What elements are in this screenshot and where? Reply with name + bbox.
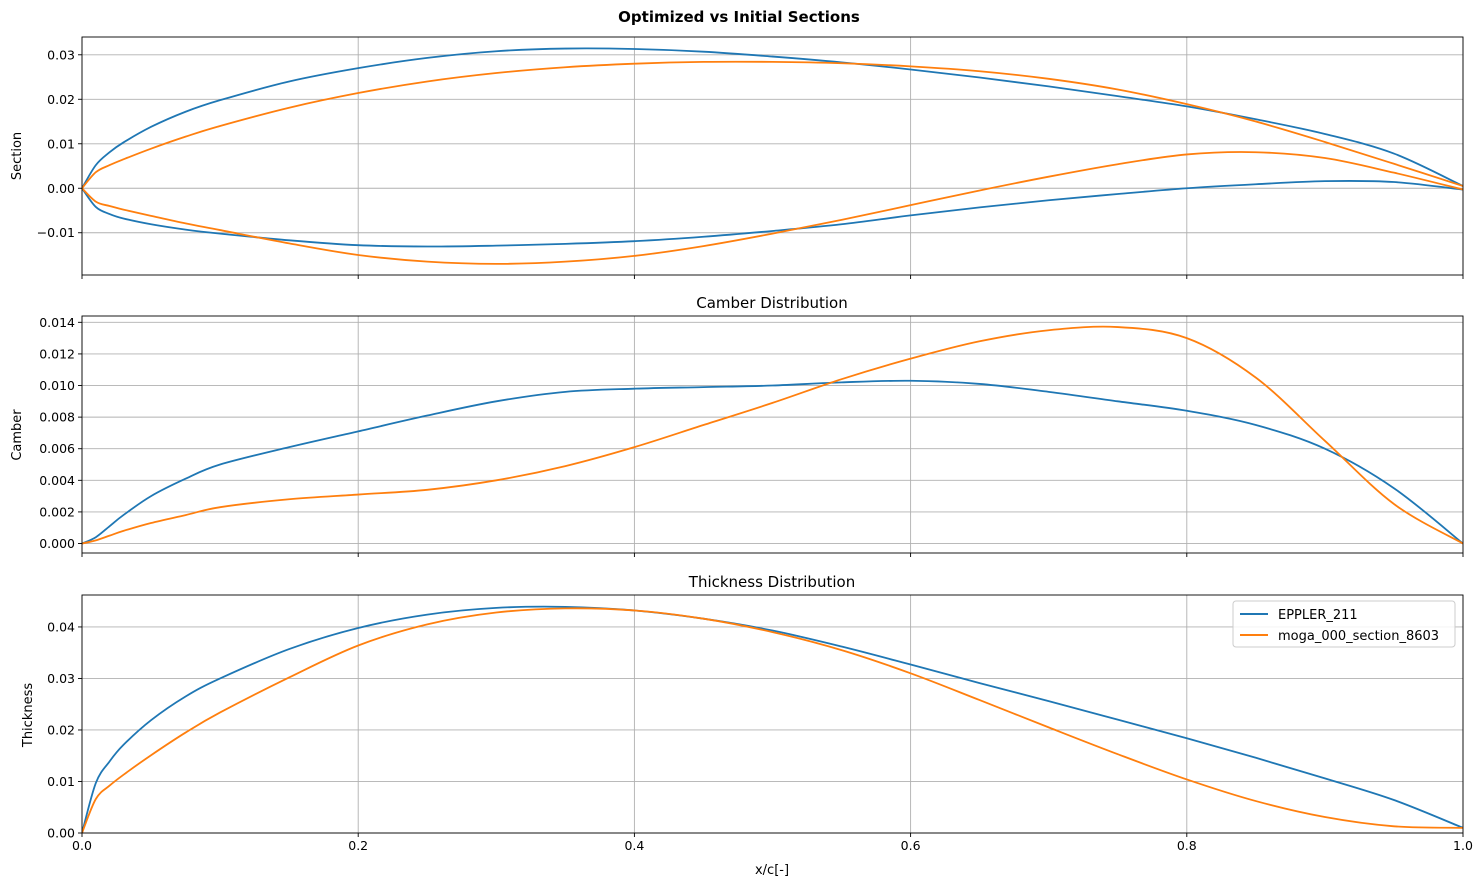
thickness-xtick-label-1: 0.2 — [348, 838, 368, 853]
thickness-xtick-label-3: 0.6 — [901, 838, 921, 853]
camber-ylabel: Camber — [10, 409, 25, 461]
section-axes-frame — [81, 36, 1464, 276]
camber-ytick-label-6: 0.012 — [39, 346, 75, 361]
thickness-xtick-label-2: 0.4 — [624, 838, 644, 853]
thickness-ytick-label-3: 0.03 — [47, 671, 75, 686]
camber-ytick-label-0: 0.000 — [39, 536, 75, 551]
section-line-eppler-211-lower — [82, 179, 1463, 248]
camber-axes-frame — [81, 315, 1464, 554]
section-line-eppler-211-upper — [82, 47, 1463, 190]
thickness-ytick-label-2: 0.02 — [47, 722, 75, 737]
x-axis-label: x/c[-] — [755, 863, 789, 878]
thickness-axes-frame — [81, 594, 1464, 834]
figure-title: Optimized vs Initial Sections — [618, 8, 860, 26]
legend-label-eppler: EPPLER_211 — [1278, 608, 1358, 623]
thickness-ytick-label-4: 0.04 — [47, 619, 75, 634]
section-subplot: −0.01 0.00 0.01 0.02 0.03 — [37, 36, 1464, 279]
camber-line-moga-000-section-8603 — [82, 325, 1463, 545]
thickness-subplot: Thickness Distribution 0.0 0.2 0.4 0.6 0.8 1.… — [47, 573, 1473, 853]
thickness-subplot-title: Thickness Distribution — [688, 573, 855, 591]
section-line-moga-000-section-8603-lower — [82, 151, 1463, 265]
section-ytick-label-4: 0.03 — [47, 47, 75, 62]
camber-ytick-label-1: 0.002 — [39, 504, 75, 519]
thickness-xtick-label-5: 1.0 — [1453, 838, 1473, 853]
camber-subplot: Camber Distribution 0.000 0.002 0.004 0.006… — [39, 294, 1464, 557]
section-ytick-label-2: 0.01 — [47, 136, 75, 151]
camber-ytick-label-5: 0.010 — [39, 378, 75, 393]
legend: EPPLER_211 moga_000_section_8603 — [1232, 600, 1456, 648]
section-ylabel: Section — [10, 132, 25, 180]
section-ytick-label-0: −0.01 — [37, 225, 75, 240]
camber-line-eppler-211 — [82, 379, 1463, 545]
section-line-moga-000-section-8603-upper — [82, 60, 1463, 190]
camber-ytick-label-4: 0.008 — [39, 410, 75, 425]
thickness-ytick-label-1: 0.01 — [47, 774, 75, 789]
thickness-ylabel: Thickness — [21, 683, 36, 748]
camber-ytick-label-7: 0.014 — [39, 315, 75, 330]
thickness-xtick-label-0: 0.0 — [72, 838, 92, 853]
legend-label-moga: moga_000_section_8603 — [1278, 629, 1439, 644]
thickness-line-moga-000-section-8603 — [82, 607, 1463, 833]
camber-subplot-title: Camber Distribution — [696, 294, 847, 312]
section-ytick-label-1: 0.00 — [47, 181, 75, 196]
thickness-ytick-label-0: 0.00 — [47, 826, 75, 841]
camber-ytick-label-2: 0.004 — [39, 473, 75, 488]
thickness-xtick-label-4: 0.8 — [1177, 838, 1197, 853]
section-ytick-label-3: 0.02 — [47, 92, 75, 107]
camber-ytick-label-3: 0.006 — [39, 441, 75, 456]
